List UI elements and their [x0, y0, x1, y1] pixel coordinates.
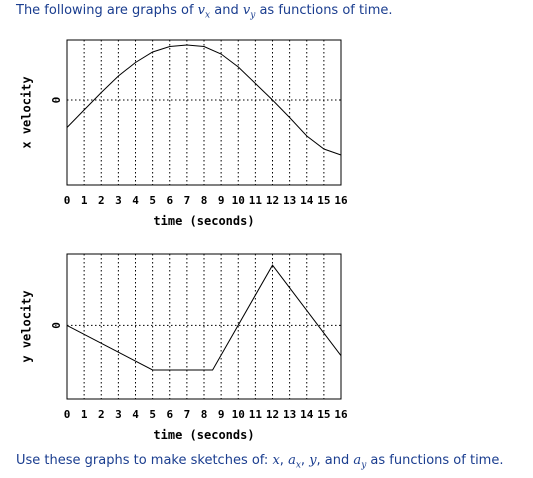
- outro-prefix: Use these graphs to make sketches of:: [16, 453, 269, 468]
- outro-sep2: ,: [300, 453, 306, 468]
- x-x-tick-label: 8: [201, 194, 208, 207]
- outro-var-ay: ay: [353, 453, 367, 471]
- vx-symbol: v: [197, 3, 206, 18]
- y-x-tick-label: 10: [232, 408, 245, 421]
- y-x-tick-label: 16: [334, 408, 348, 421]
- y-plot-frame: [66, 253, 342, 400]
- intro-text: The following are graphs of vx and vy as…: [16, 3, 393, 21]
- vy-symbol: v: [242, 3, 251, 18]
- ax-subscript: x: [295, 460, 301, 471]
- y-x-tick-label: 7: [184, 408, 191, 421]
- y-x-tick-label: 3: [115, 408, 122, 421]
- y-velocity-line: [66, 264, 342, 371]
- x-x-tick-label: 15: [317, 194, 330, 207]
- outro-suffix: as functions of time.: [370, 453, 504, 468]
- x-x-tick-label: 10: [232, 194, 245, 207]
- x-x-tick-label: 7: [184, 194, 191, 207]
- x-velocity-line: [66, 44, 342, 156]
- y-x-tick-label: 14: [300, 408, 314, 421]
- ay-symbol: a: [353, 453, 362, 468]
- intro-var-vx: vx: [197, 3, 211, 21]
- x-y-tick-label: 0: [50, 97, 63, 104]
- x-x-tick-label: 13: [283, 194, 296, 207]
- y-x-tick-label: 13: [283, 408, 296, 421]
- intro-suffix: as functions of time.: [259, 3, 393, 18]
- y-x-tick-label: 12: [266, 408, 279, 421]
- y-x-tick-label: 1: [81, 408, 88, 421]
- y-y-tick-label: 0: [50, 322, 63, 329]
- intro-prefix: The following are graphs of: [16, 3, 194, 18]
- y-x-tick-label: 2: [98, 408, 105, 421]
- y-x-tick-label: 8: [201, 408, 208, 421]
- x-x-tick-label: 3: [115, 194, 122, 207]
- y-x-tick-label: 0: [64, 408, 71, 421]
- y-x-tick-label: 9: [218, 408, 225, 421]
- outro-text: Use these graphs to make sketches of: x,…: [16, 453, 503, 471]
- ax-symbol: a: [288, 453, 296, 468]
- outro-sep1: ,: [279, 453, 284, 468]
- ay-subscript: y: [361, 460, 367, 471]
- x-plot-frame: [66, 39, 342, 186]
- x-x-tick-label: 0: [64, 194, 71, 207]
- y-axis-ylabel: y velocity: [20, 290, 34, 362]
- outro-sep3: , and: [316, 453, 350, 468]
- y-x-tick-label: 4: [132, 408, 139, 421]
- vy-subscript: y: [250, 10, 256, 21]
- x-x-tick-label: 16: [334, 194, 348, 207]
- x-x-tick-label: 4: [132, 194, 139, 207]
- intro-and: and: [214, 3, 239, 18]
- x-axis-ylabel: x velocity: [20, 76, 34, 148]
- x-x-tick-label: 11: [249, 194, 263, 207]
- intro-var-vy: vy: [242, 3, 256, 21]
- x-x-tick-label: 9: [218, 194, 225, 207]
- y-x-tick-label: 5: [149, 408, 156, 421]
- x-x-tick-label: 14: [300, 194, 314, 207]
- x-x-tick-label: 5: [149, 194, 156, 207]
- y-axis-xlabel: time (seconds): [153, 428, 254, 442]
- y-x-tick-label: 6: [166, 408, 173, 421]
- x-x-tick-label: 2: [98, 194, 105, 207]
- outro-var-x: x: [272, 453, 280, 468]
- vx-subscript: x: [205, 10, 211, 21]
- x-x-tick-label: 12: [266, 194, 279, 207]
- outro-var-ax: ax: [288, 453, 301, 471]
- y-x-tick-label: 15: [317, 408, 330, 421]
- x-x-tick-label: 6: [166, 194, 173, 207]
- x-axis-xlabel: time (seconds): [153, 214, 254, 228]
- outro-var-y: y: [309, 453, 317, 468]
- y-x-tick-label: 11: [249, 408, 263, 421]
- x-x-tick-label: 1: [81, 194, 88, 207]
